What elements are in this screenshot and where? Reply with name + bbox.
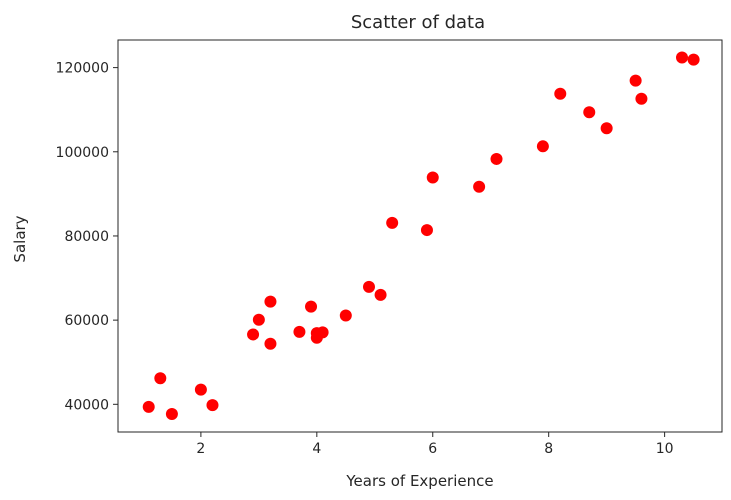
data-point	[206, 399, 219, 412]
data-point	[490, 152, 503, 165]
data-point	[374, 288, 387, 301]
y-axis: 40000 60000 80000 100000 120000	[56, 61, 118, 413]
data-point	[305, 300, 318, 313]
x-tick-label: 4	[312, 441, 321, 457]
data-point	[629, 74, 642, 87]
data-point	[583, 106, 596, 119]
chart-title: Scatter of data	[351, 12, 485, 33]
data-point	[154, 372, 167, 385]
data-point	[142, 400, 155, 413]
data-point	[420, 224, 433, 237]
data-point	[687, 53, 700, 66]
x-axis-label: Years of Experience	[345, 472, 493, 490]
data-point	[194, 383, 207, 396]
x-tick-label: 2	[196, 441, 205, 457]
y-tick-label: 120000	[56, 61, 109, 77]
data-point	[426, 171, 439, 184]
data-point	[252, 313, 265, 326]
data-point	[536, 140, 549, 153]
data-point	[554, 87, 567, 100]
data-point	[676, 51, 689, 64]
data-point	[247, 328, 260, 341]
data-point	[386, 216, 399, 229]
y-tick-label: 80000	[64, 229, 109, 245]
plot-frame	[117, 39, 723, 433]
data-point	[635, 92, 648, 105]
data-point	[264, 337, 277, 350]
data-point	[293, 325, 306, 338]
data-point	[316, 326, 329, 339]
data-point	[600, 122, 613, 135]
x-axis: 2 4 6 8 10	[196, 432, 674, 457]
x-tick-label: 6	[428, 441, 437, 457]
data-point	[165, 407, 178, 420]
data-points	[142, 51, 700, 420]
data-point	[339, 309, 352, 322]
y-tick-label: 60000	[64, 313, 109, 329]
y-tick-label: 40000	[64, 397, 109, 413]
data-point	[264, 295, 277, 308]
x-tick-label: 10	[656, 441, 674, 457]
y-axis-label: Salary	[11, 215, 29, 262]
x-tick-label: 8	[544, 441, 553, 457]
data-point	[362, 280, 375, 293]
y-tick-label: 100000	[56, 145, 109, 161]
data-point	[473, 180, 486, 193]
